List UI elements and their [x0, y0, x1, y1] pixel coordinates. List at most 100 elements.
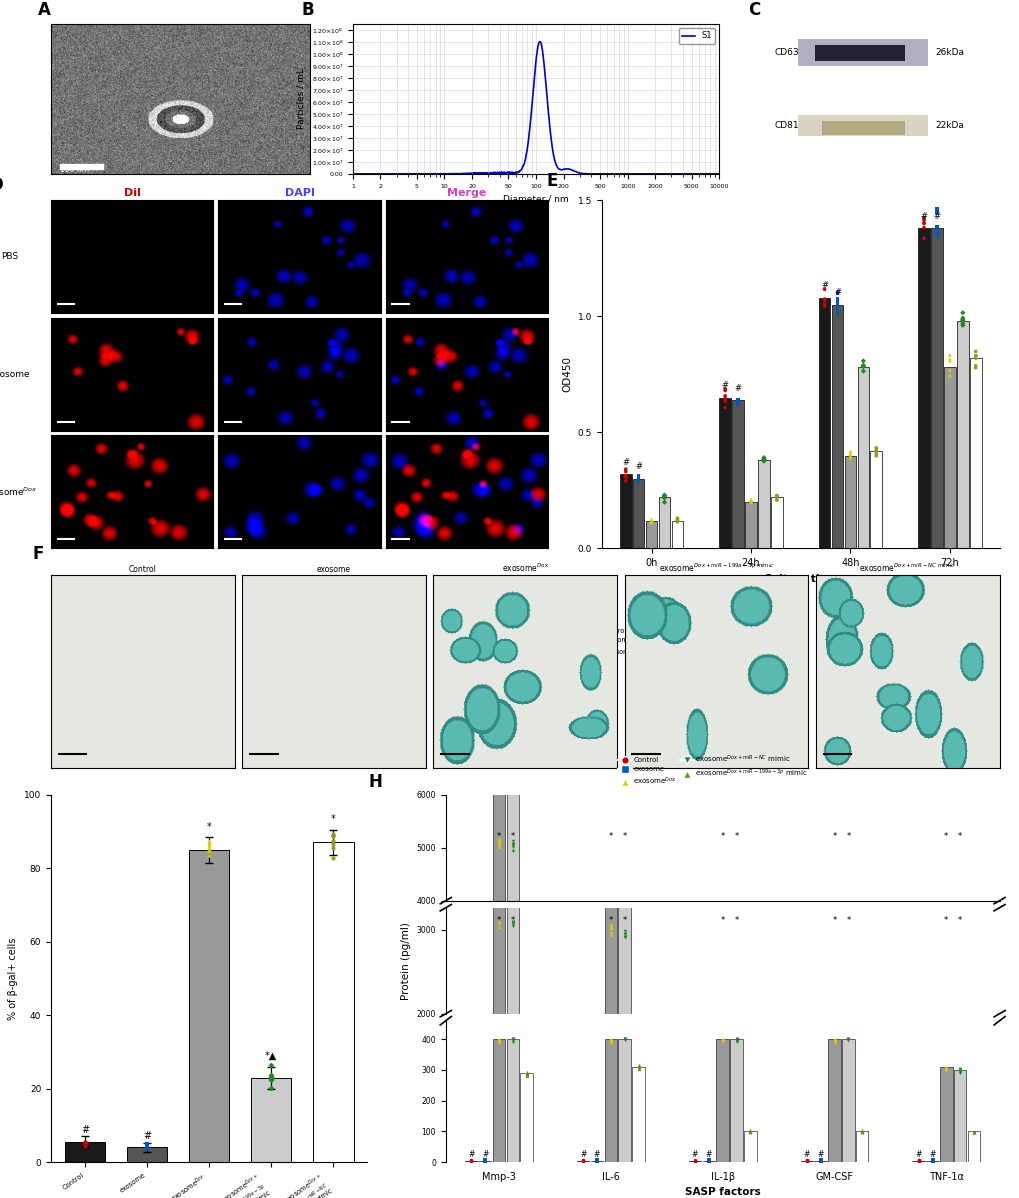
Point	[714, 1029, 731, 1048]
Text: #: #	[691, 1150, 698, 1160]
Point	[798, 1151, 814, 1170]
Point	[937, 1057, 954, 1076]
Point	[742, 491, 758, 510]
Point	[504, 1030, 521, 1049]
Point	[755, 449, 771, 468]
Point	[325, 848, 341, 867]
Point	[575, 1151, 591, 1170]
Point	[518, 1066, 534, 1085]
Point	[954, 314, 970, 333]
Point	[867, 444, 883, 464]
Point	[954, 303, 970, 322]
Bar	[818, 298, 829, 549]
Point	[798, 1151, 814, 1170]
Point	[941, 345, 957, 364]
Point	[615, 927, 632, 946]
Point	[686, 1151, 702, 1170]
Point	[728, 1029, 744, 1048]
Point	[840, 1029, 856, 1048]
Point	[201, 836, 217, 855]
Point	[798, 1151, 814, 1170]
Point	[263, 1067, 279, 1087]
Point	[630, 472, 646, 491]
Point	[504, 835, 521, 854]
Point	[139, 1137, 155, 1156]
Point	[742, 1123, 758, 1142]
Point	[798, 1151, 814, 1170]
Point	[630, 1059, 646, 1078]
Point	[504, 1029, 521, 1048]
Point	[910, 1151, 926, 1170]
Point	[910, 1151, 926, 1170]
Point	[842, 448, 858, 467]
Point	[768, 490, 785, 509]
Point	[630, 467, 646, 486]
Point	[853, 1123, 869, 1142]
Bar	[730, 1039, 742, 1162]
Point	[951, 1063, 967, 1082]
Text: #: #	[816, 1150, 823, 1160]
Point	[655, 489, 672, 508]
Point	[139, 1137, 155, 1156]
Point	[730, 394, 746, 413]
Point	[477, 1151, 493, 1170]
Point	[728, 1031, 744, 1051]
Point	[490, 912, 506, 931]
Point	[815, 291, 832, 310]
Point	[325, 839, 341, 858]
Point	[518, 1064, 534, 1083]
Point	[923, 1151, 940, 1170]
Point	[139, 1137, 155, 1156]
Point	[967, 346, 983, 365]
Point	[588, 1150, 604, 1169]
Point	[76, 1133, 93, 1152]
X-axis label: Culture time: Culture time	[763, 574, 837, 583]
Text: #: #	[721, 381, 728, 391]
Point	[630, 1057, 646, 1076]
Point	[615, 921, 632, 940]
Point	[630, 1058, 646, 1077]
Text: 26kDa: 26kDa	[934, 48, 964, 58]
Point	[139, 1137, 155, 1156]
Point	[928, 217, 945, 236]
Bar	[618, 1039, 631, 1162]
Point	[825, 1029, 842, 1048]
Point	[490, 837, 506, 857]
Point	[828, 303, 845, 322]
Point	[716, 387, 733, 406]
Point	[867, 438, 883, 458]
Text: H: H	[368, 774, 382, 792]
Title: DAPI: DAPI	[284, 188, 314, 198]
Point	[201, 835, 217, 854]
Point	[812, 1151, 828, 1170]
Point	[937, 1060, 954, 1079]
Point	[463, 1151, 479, 1170]
Point	[616, 462, 633, 482]
Bar	[930, 228, 942, 549]
Point	[828, 294, 845, 313]
Bar	[912, 1161, 924, 1162]
Point	[714, 1029, 731, 1048]
Point	[854, 362, 870, 381]
Text: *: *	[846, 831, 850, 841]
Point	[742, 492, 758, 512]
Point	[840, 1029, 856, 1048]
Point	[575, 1151, 591, 1170]
Text: F: F	[33, 545, 44, 563]
Point	[853, 1120, 869, 1139]
Point	[937, 1058, 954, 1077]
Point	[954, 308, 970, 327]
Bar	[520, 1073, 533, 1162]
Text: #: #	[915, 1150, 921, 1160]
Point	[730, 392, 746, 411]
Point	[742, 1121, 758, 1140]
Bar	[506, 633, 519, 901]
Text: *: *	[608, 831, 612, 841]
Point	[518, 1061, 534, 1081]
Point	[716, 389, 733, 409]
Bar	[869, 450, 881, 549]
Legend: S1: S1	[679, 28, 714, 44]
Point	[965, 1123, 981, 1142]
Point	[854, 351, 870, 370]
Point	[825, 1033, 842, 1052]
